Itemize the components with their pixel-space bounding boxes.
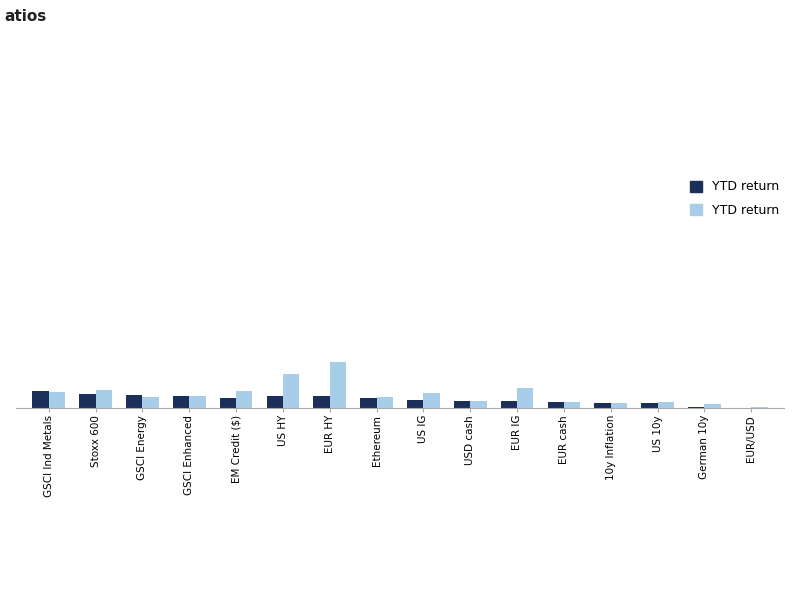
Bar	[751, 407, 768, 408]
Bar	[564, 402, 580, 408]
Bar	[190, 395, 206, 408]
Bar	[142, 397, 159, 408]
Bar	[220, 398, 236, 408]
Bar	[173, 396, 190, 408]
Bar	[330, 362, 346, 408]
Bar	[96, 390, 112, 408]
Bar	[658, 403, 674, 408]
Bar	[517, 388, 534, 408]
Bar	[32, 391, 49, 408]
Bar	[454, 401, 470, 408]
Bar	[704, 404, 721, 408]
Bar	[266, 395, 283, 408]
Bar	[688, 407, 704, 408]
Legend: YTD return, YTD return: YTD return, YTD return	[684, 174, 786, 223]
Bar	[610, 403, 627, 408]
Bar	[360, 398, 377, 408]
Bar	[641, 403, 658, 408]
Bar	[501, 401, 517, 408]
Bar	[126, 395, 142, 408]
Bar	[407, 400, 423, 408]
Bar	[283, 374, 299, 408]
Bar	[594, 403, 610, 408]
Bar	[377, 397, 393, 408]
Bar	[49, 392, 65, 408]
Text: atios: atios	[4, 9, 46, 24]
Bar	[423, 393, 440, 408]
Bar	[79, 394, 96, 408]
Bar	[314, 396, 330, 408]
Bar	[470, 401, 486, 408]
Bar	[547, 403, 564, 408]
Bar	[236, 391, 253, 408]
